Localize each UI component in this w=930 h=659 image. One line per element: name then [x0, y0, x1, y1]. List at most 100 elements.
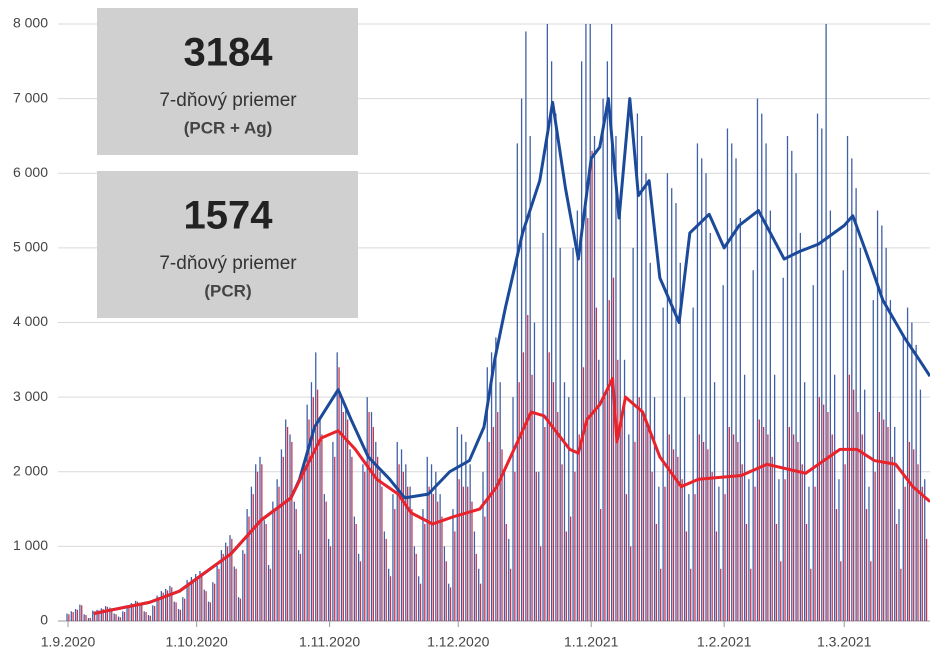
bar	[651, 471, 653, 621]
bar	[921, 486, 923, 621]
bar	[372, 426, 374, 621]
bar	[437, 501, 439, 621]
bar	[471, 501, 473, 621]
bar	[552, 382, 555, 621]
bar	[677, 456, 679, 621]
bar	[115, 614, 117, 621]
bar	[286, 426, 289, 621]
summary-box: 3184 7-dňový priemer (PCR + Ag)	[97, 8, 358, 155]
bar	[728, 426, 730, 621]
bar	[913, 449, 915, 621]
bar	[645, 173, 647, 621]
bar	[70, 611, 72, 621]
x-tick-label: 1.10.2020	[166, 634, 228, 650]
bar	[617, 359, 619, 621]
bar	[887, 426, 889, 621]
bar	[509, 568, 512, 621]
bar	[576, 210, 578, 621]
bar	[329, 546, 332, 621]
bar	[636, 113, 639, 622]
x-tick-label: 1.1.2021	[564, 634, 619, 650]
bar	[315, 352, 317, 621]
bar	[449, 587, 452, 621]
bar	[430, 464, 433, 621]
bar	[482, 471, 484, 621]
bar	[479, 583, 482, 621]
bar	[810, 568, 812, 621]
bar	[153, 606, 156, 621]
bar	[497, 412, 499, 621]
bar	[634, 441, 636, 621]
y-tick-label: 4 000	[13, 313, 48, 329]
bar	[220, 550, 223, 621]
bar	[542, 232, 544, 621]
bar	[724, 494, 726, 621]
bar	[278, 486, 280, 621]
bar	[546, 24, 548, 621]
bar	[334, 456, 336, 621]
bar	[731, 143, 733, 621]
bar	[346, 419, 349, 621]
bar	[205, 591, 207, 621]
bar	[123, 612, 126, 621]
bar	[306, 404, 308, 621]
bar	[647, 426, 649, 621]
y-tick-label: 7 000	[13, 89, 48, 105]
bar	[525, 31, 527, 621]
bar	[580, 61, 583, 621]
bar	[555, 113, 557, 622]
bar	[812, 285, 814, 621]
bar	[432, 494, 435, 621]
bar	[473, 531, 476, 621]
bar	[160, 591, 163, 621]
bar	[214, 583, 216, 621]
bar	[263, 520, 265, 621]
bar	[692, 307, 694, 621]
bar	[818, 397, 820, 621]
bar	[392, 494, 394, 621]
bar	[675, 203, 677, 621]
bar	[237, 597, 240, 621]
bar	[701, 158, 703, 621]
bar	[422, 509, 424, 621]
bar	[136, 601, 139, 621]
bar	[394, 509, 396, 621]
bar	[898, 509, 900, 621]
bar	[117, 616, 120, 621]
bar	[821, 128, 823, 621]
bar	[388, 568, 390, 621]
bar	[385, 538, 387, 621]
bar	[544, 426, 546, 621]
bar	[578, 434, 580, 621]
bar	[448, 583, 450, 621]
bar	[520, 98, 523, 621]
bar	[139, 603, 141, 621]
bar	[889, 300, 892, 621]
bar	[203, 589, 205, 621]
bar	[625, 494, 628, 621]
bar	[688, 494, 690, 621]
bar	[868, 486, 870, 621]
x-tick-label: 1.9.2020	[41, 634, 96, 650]
bar	[761, 113, 763, 622]
bar	[495, 337, 497, 621]
bar	[445, 561, 447, 621]
bar	[655, 523, 658, 621]
bar	[308, 419, 310, 621]
bar	[182, 597, 184, 621]
bar	[368, 412, 370, 621]
bar	[218, 568, 220, 621]
bar	[239, 598, 242, 621]
bar	[792, 434, 795, 621]
bar	[338, 367, 340, 621]
bar	[870, 561, 872, 621]
bar	[285, 419, 287, 621]
bar	[649, 262, 651, 621]
bar	[76, 609, 79, 621]
bar	[226, 546, 229, 621]
bar	[512, 397, 514, 621]
bar	[778, 479, 780, 621]
bar	[522, 352, 525, 621]
bar	[825, 24, 827, 621]
bar	[561, 464, 563, 621]
